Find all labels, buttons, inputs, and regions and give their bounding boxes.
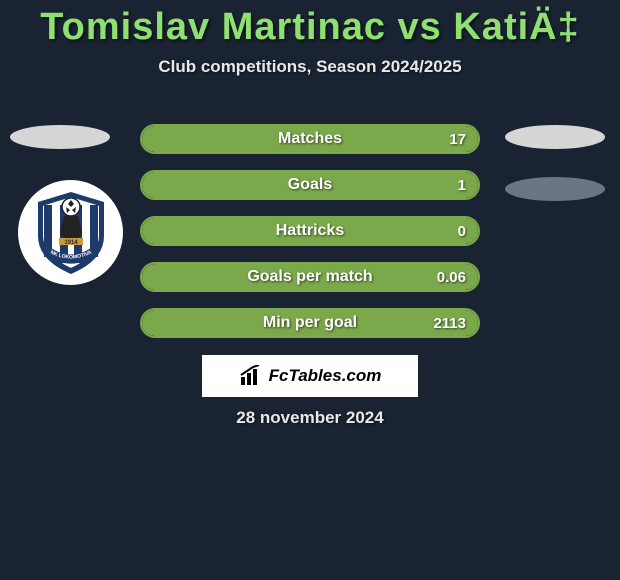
stats-panel: Matches17 Goals1 Hattricks0 Goals per match…: [140, 124, 480, 354]
brand-box[interactable]: FcTables.com: [202, 355, 418, 397]
stat-row: Matches17: [140, 124, 480, 154]
subtitle: Club competitions, Season 2024/2025: [0, 49, 620, 77]
stat-value: 2113: [433, 310, 466, 336]
brand-text: FcTables.com: [269, 366, 382, 386]
placeholder-pill: [10, 125, 110, 149]
stat-value: 17: [449, 126, 466, 152]
date-text: 28 november 2024: [0, 408, 620, 428]
stat-fill: [142, 126, 478, 152]
stat-value: 0.06: [437, 264, 466, 290]
brand-chart-icon: [239, 365, 265, 387]
club-crest-icon: 1914 NK LOKOMOTIVA: [26, 188, 116, 278]
right-pill-column: [500, 125, 610, 229]
left-pill-column: [5, 125, 115, 177]
placeholder-pill: [505, 125, 605, 149]
stat-fill: [142, 218, 478, 244]
stat-row: Min per goal2113: [140, 308, 480, 338]
badge-year: 1914: [64, 240, 78, 246]
stat-value: 0: [458, 218, 466, 244]
stat-fill: [142, 172, 478, 198]
page-title: Tomislav Martinac vs KatiÄ‡: [0, 0, 620, 49]
stat-fill: [142, 310, 478, 336]
stat-row: Goals1: [140, 170, 480, 200]
stat-fill: [142, 264, 478, 290]
club-badge: 1914 NK LOKOMOTIVA: [18, 180, 123, 285]
placeholder-pill: [505, 177, 605, 201]
stat-row: Hattricks0: [140, 216, 480, 246]
stat-value: 1: [458, 172, 466, 198]
stat-row: Goals per match0.06: [140, 262, 480, 292]
